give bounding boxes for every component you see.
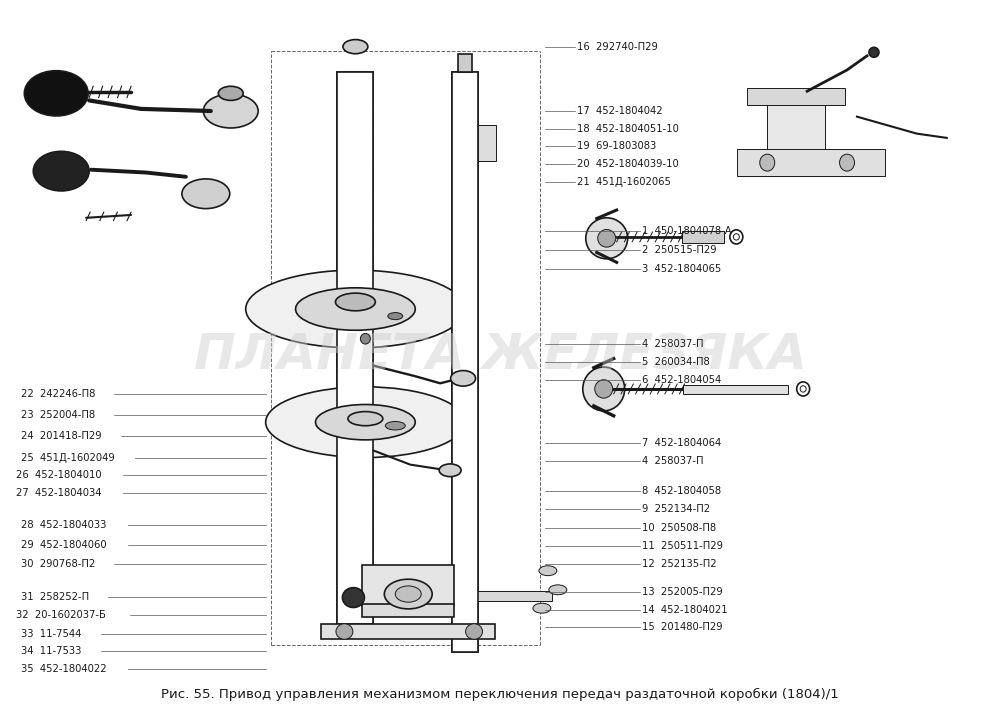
Ellipse shape bbox=[218, 86, 243, 100]
Text: 21  451Д-1602065: 21 451Д-1602065 bbox=[577, 177, 671, 187]
Text: 25  451Д-1602049: 25 451Д-1602049 bbox=[21, 452, 115, 462]
Bar bbox=[682, 231, 724, 243]
Text: 12  252135-П2: 12 252135-П2 bbox=[642, 559, 716, 569]
Ellipse shape bbox=[342, 588, 364, 608]
Bar bbox=[337, 72, 373, 624]
Text: 35  452-1804022: 35 452-1804022 bbox=[21, 664, 107, 674]
Text: 1  450-1804078-А: 1 450-1804078-А bbox=[642, 226, 731, 236]
Text: 5  260034-П8: 5 260034-П8 bbox=[642, 357, 709, 367]
Text: 3  452-1804065: 3 452-1804065 bbox=[642, 264, 721, 275]
Ellipse shape bbox=[182, 179, 230, 209]
Bar bbox=[337, 72, 373, 624]
Ellipse shape bbox=[869, 48, 879, 58]
Bar bbox=[452, 72, 478, 652]
Ellipse shape bbox=[335, 293, 375, 311]
Text: 31  258252-П: 31 258252-П bbox=[21, 592, 89, 602]
Ellipse shape bbox=[296, 288, 415, 330]
Ellipse shape bbox=[840, 154, 855, 171]
Ellipse shape bbox=[586, 218, 628, 259]
Ellipse shape bbox=[595, 380, 613, 398]
Text: 34  11-7533: 34 11-7533 bbox=[21, 645, 82, 655]
Ellipse shape bbox=[466, 624, 483, 639]
Text: 22  242246-П8: 22 242246-П8 bbox=[21, 389, 96, 399]
Ellipse shape bbox=[733, 234, 739, 240]
Text: 17  452-1804042: 17 452-1804042 bbox=[577, 106, 662, 116]
Text: 13  252005-П29: 13 252005-П29 bbox=[642, 587, 722, 597]
Ellipse shape bbox=[549, 585, 567, 595]
Text: 8  452-1804058: 8 452-1804058 bbox=[642, 486, 721, 496]
Bar bbox=[767, 92, 825, 155]
Text: ПЛАНЕТА ЖЕЛЕЗЯКА: ПЛАНЕТА ЖЕЛЕЗЯКА bbox=[194, 331, 806, 379]
Text: 30  290768-П2: 30 290768-П2 bbox=[21, 559, 96, 569]
Bar bbox=[454, 591, 552, 601]
Ellipse shape bbox=[266, 387, 465, 457]
Text: 32  20-1602037-Б: 32 20-1602037-Б bbox=[16, 611, 106, 621]
Text: 7  452-1804064: 7 452-1804064 bbox=[642, 438, 721, 449]
Ellipse shape bbox=[246, 270, 465, 348]
Ellipse shape bbox=[800, 386, 806, 392]
Ellipse shape bbox=[348, 412, 383, 426]
Text: 28  452-1804033: 28 452-1804033 bbox=[21, 520, 107, 530]
Text: 14  452-1804021: 14 452-1804021 bbox=[642, 605, 727, 615]
Text: 4  258037-П: 4 258037-П bbox=[642, 456, 703, 466]
Bar bbox=[458, 55, 472, 72]
Text: 11  250511-П29: 11 250511-П29 bbox=[642, 541, 723, 551]
Ellipse shape bbox=[797, 382, 810, 396]
Bar bbox=[320, 624, 495, 639]
Text: 15  201480-П29: 15 201480-П29 bbox=[642, 622, 722, 633]
Ellipse shape bbox=[316, 405, 415, 440]
Text: 29  452-1804060: 29 452-1804060 bbox=[21, 540, 107, 550]
Ellipse shape bbox=[388, 312, 403, 320]
Text: 20  452-1804039-10: 20 452-1804039-10 bbox=[577, 159, 679, 169]
Text: 16  292740-П29: 16 292740-П29 bbox=[577, 43, 658, 53]
Text: 6  452-1804054: 6 452-1804054 bbox=[642, 375, 721, 385]
Ellipse shape bbox=[533, 604, 551, 613]
Ellipse shape bbox=[583, 367, 625, 411]
Bar bbox=[683, 385, 788, 394]
Ellipse shape bbox=[451, 371, 476, 386]
Text: 23  252004-П8: 23 252004-П8 bbox=[21, 410, 95, 420]
Bar bbox=[747, 88, 845, 105]
Text: 27  452-1804034: 27 452-1804034 bbox=[16, 488, 102, 498]
Text: Рис. 55. Привод управления механизмом переключения передач раздаточной коробки (: Рис. 55. Привод управления механизмом пе… bbox=[161, 688, 839, 701]
Text: 2  250515-П29: 2 250515-П29 bbox=[642, 246, 716, 256]
Ellipse shape bbox=[360, 334, 370, 344]
Circle shape bbox=[24, 71, 88, 116]
Text: 9  252134-П2: 9 252134-П2 bbox=[642, 504, 710, 514]
Ellipse shape bbox=[343, 40, 368, 54]
Ellipse shape bbox=[760, 154, 775, 171]
Text: 10  250508-П8: 10 250508-П8 bbox=[642, 523, 716, 532]
Bar bbox=[478, 125, 496, 160]
Circle shape bbox=[33, 151, 89, 191]
Ellipse shape bbox=[385, 422, 405, 430]
Bar bbox=[452, 72, 478, 652]
Text: 4  258037-П: 4 258037-П bbox=[642, 339, 703, 349]
Ellipse shape bbox=[730, 230, 743, 244]
Ellipse shape bbox=[539, 566, 557, 576]
Ellipse shape bbox=[439, 464, 461, 476]
Ellipse shape bbox=[395, 586, 421, 602]
Ellipse shape bbox=[336, 624, 353, 639]
Bar bbox=[362, 565, 454, 606]
Text: 19  69-1803083: 19 69-1803083 bbox=[577, 141, 656, 151]
Ellipse shape bbox=[203, 94, 258, 128]
Text: 33  11-7544: 33 11-7544 bbox=[21, 628, 82, 639]
Ellipse shape bbox=[384, 579, 432, 609]
Ellipse shape bbox=[598, 229, 616, 247]
Text: 18  452-1804051-10: 18 452-1804051-10 bbox=[577, 124, 679, 133]
Text: 26  452-1804010: 26 452-1804010 bbox=[16, 470, 102, 480]
Bar bbox=[737, 149, 885, 176]
Text: 24  201418-П29: 24 201418-П29 bbox=[21, 432, 102, 442]
Bar bbox=[362, 604, 454, 617]
